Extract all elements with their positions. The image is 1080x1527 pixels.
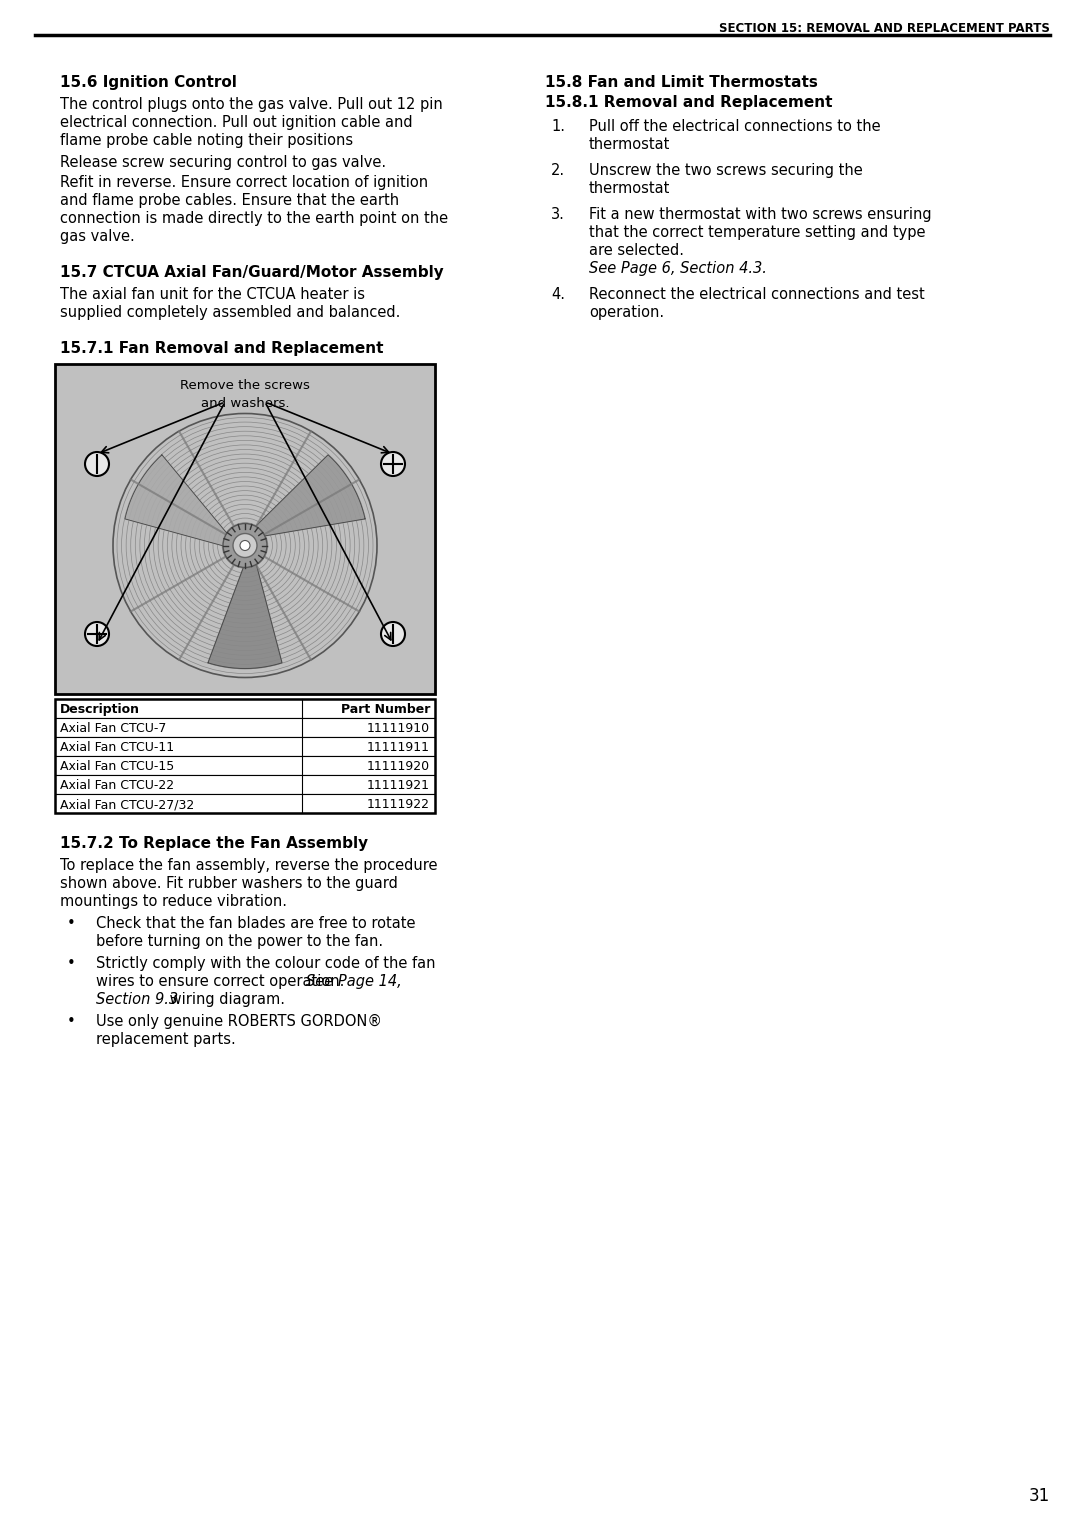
Text: Axial Fan CTCU-15: Axial Fan CTCU-15 xyxy=(60,760,174,773)
Bar xyxy=(55,776,435,794)
Text: 1.: 1. xyxy=(551,119,565,134)
Text: 11111920: 11111920 xyxy=(367,760,430,773)
Text: SECTION 15: REMOVAL AND REPLACEMENT PARTS: SECTION 15: REMOVAL AND REPLACEMENT PART… xyxy=(719,21,1050,35)
Text: mountings to reduce vibration.: mountings to reduce vibration. xyxy=(60,893,287,909)
Text: that the correct temperature setting and type: that the correct temperature setting and… xyxy=(589,224,926,240)
Text: Strictly comply with the colour code of the fan: Strictly comply with the colour code of … xyxy=(96,956,435,971)
Text: Axial Fan CTCU-7: Axial Fan CTCU-7 xyxy=(60,722,166,734)
Text: before turning on the power to the fan.: before turning on the power to the fan. xyxy=(96,935,383,948)
Bar xyxy=(55,718,435,738)
Circle shape xyxy=(233,533,257,557)
Text: Use only genuine ROBERTS GORDON®: Use only genuine ROBERTS GORDON® xyxy=(96,1014,382,1029)
Text: 11111921: 11111921 xyxy=(367,779,430,793)
Text: thermostat: thermostat xyxy=(589,137,671,153)
Text: Description: Description xyxy=(60,702,140,716)
Circle shape xyxy=(222,524,267,568)
Text: 11111911: 11111911 xyxy=(367,741,430,754)
Text: replacement parts.: replacement parts. xyxy=(96,1032,235,1048)
Circle shape xyxy=(381,621,405,646)
Text: Reconnect the electrical connections and test: Reconnect the electrical connections and… xyxy=(589,287,924,302)
Text: Fit a new thermostat with two screws ensuring: Fit a new thermostat with two screws ens… xyxy=(589,208,932,221)
Bar xyxy=(55,756,435,776)
Text: flame probe cable noting their positions: flame probe cable noting their positions xyxy=(60,133,353,148)
Text: Part Number: Part Number xyxy=(340,702,430,716)
Text: 15.7 CTCUA Axial Fan/Guard/Motor Assembly: 15.7 CTCUA Axial Fan/Guard/Motor Assembl… xyxy=(60,266,444,279)
Text: 3.: 3. xyxy=(551,208,565,221)
Text: wiring diagram.: wiring diagram. xyxy=(165,993,285,1006)
Text: Pull off the electrical connections to the: Pull off the electrical connections to t… xyxy=(589,119,880,134)
Text: wires to ensure correct operation.: wires to ensure correct operation. xyxy=(96,974,349,989)
Text: are selected.: are selected. xyxy=(589,243,684,258)
Polygon shape xyxy=(208,562,282,669)
Text: 4.: 4. xyxy=(551,287,565,302)
Circle shape xyxy=(240,541,249,551)
Text: Release screw securing control to gas valve.: Release screw securing control to gas va… xyxy=(60,156,387,169)
Text: 15.7.1 Fan Removal and Replacement: 15.7.1 Fan Removal and Replacement xyxy=(60,341,383,356)
Text: shown above. Fit rubber washers to the guard: shown above. Fit rubber washers to the g… xyxy=(60,876,397,890)
Text: •: • xyxy=(67,916,76,931)
Text: thermostat: thermostat xyxy=(589,182,671,195)
Text: operation.: operation. xyxy=(589,305,664,321)
Text: •: • xyxy=(67,1014,76,1029)
Text: See Page 14,: See Page 14, xyxy=(306,974,402,989)
Text: 31: 31 xyxy=(1029,1487,1050,1506)
Text: 15.8.1 Removal and Replacement: 15.8.1 Removal and Replacement xyxy=(545,95,833,110)
Text: 11111910: 11111910 xyxy=(367,722,430,734)
Bar xyxy=(55,699,435,812)
Text: The axial fan unit for the CTCUA heater is: The axial fan unit for the CTCUA heater … xyxy=(60,287,365,302)
Text: 2.: 2. xyxy=(551,163,565,179)
Text: gas valve.: gas valve. xyxy=(60,229,135,244)
Text: The control plugs onto the gas valve. Pull out 12 pin: The control plugs onto the gas valve. Pu… xyxy=(60,98,443,111)
Text: and washers.: and washers. xyxy=(201,397,289,411)
Polygon shape xyxy=(125,455,228,547)
Text: 11111922: 11111922 xyxy=(367,799,430,811)
Text: connection is made directly to the earth point on the: connection is made directly to the earth… xyxy=(60,211,448,226)
Bar xyxy=(55,738,435,756)
Bar xyxy=(55,794,435,812)
Text: Section 9.3: Section 9.3 xyxy=(96,993,178,1006)
Text: supplied completely assembled and balanced.: supplied completely assembled and balanc… xyxy=(60,305,401,321)
Bar xyxy=(55,699,435,718)
Text: Refit in reverse. Ensure correct location of ignition: Refit in reverse. Ensure correct locatio… xyxy=(60,176,428,189)
Text: and flame probe cables. Ensure that the earth: and flame probe cables. Ensure that the … xyxy=(60,192,400,208)
Text: •: • xyxy=(67,956,76,971)
Text: 15.6 Ignition Control: 15.6 Ignition Control xyxy=(60,75,237,90)
Bar xyxy=(55,363,435,693)
Polygon shape xyxy=(254,455,365,536)
Circle shape xyxy=(381,452,405,476)
Text: Unscrew the two screws securing the: Unscrew the two screws securing the xyxy=(589,163,863,179)
Text: See Page 6, Section 4.3.: See Page 6, Section 4.3. xyxy=(589,261,767,276)
Text: Axial Fan CTCU-22: Axial Fan CTCU-22 xyxy=(60,779,174,793)
Text: Axial Fan CTCU-27/32: Axial Fan CTCU-27/32 xyxy=(60,799,194,811)
Text: 15.8 Fan and Limit Thermostats: 15.8 Fan and Limit Thermostats xyxy=(545,75,818,90)
Circle shape xyxy=(85,621,109,646)
Text: 15.7.2 To Replace the Fan Assembly: 15.7.2 To Replace the Fan Assembly xyxy=(60,835,368,851)
Text: Check that the fan blades are free to rotate: Check that the fan blades are free to ro… xyxy=(96,916,416,931)
Text: To replace the fan assembly, reverse the procedure: To replace the fan assembly, reverse the… xyxy=(60,858,437,873)
Text: electrical connection. Pull out ignition cable and: electrical connection. Pull out ignition… xyxy=(60,115,413,130)
Text: Axial Fan CTCU-11: Axial Fan CTCU-11 xyxy=(60,741,174,754)
Text: Remove the screws: Remove the screws xyxy=(180,379,310,392)
Circle shape xyxy=(85,452,109,476)
